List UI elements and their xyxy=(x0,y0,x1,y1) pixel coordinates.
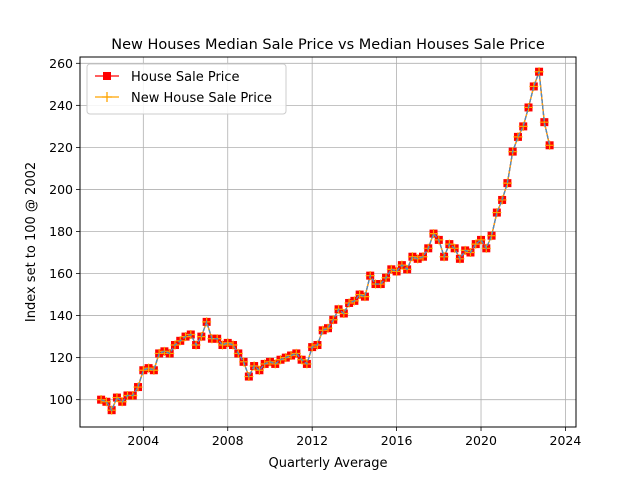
legend-label-house-sale-price: House Sale Price xyxy=(131,70,240,85)
data-point-new-house-sale-price xyxy=(471,239,481,249)
series-dashed-overlay xyxy=(100,71,551,412)
data-point-new-house-sale-price xyxy=(545,140,555,150)
data-point-new-house-sale-price xyxy=(254,365,264,375)
legend-marker-plus xyxy=(102,92,112,102)
y-tick-label: 200 xyxy=(49,182,73,197)
y-tick-label: 140 xyxy=(49,308,73,323)
data-point-new-house-sale-price xyxy=(392,266,402,276)
data-point-new-house-sale-price xyxy=(149,365,159,375)
y-tick-label: 160 xyxy=(49,266,73,281)
y-axis: 100 120 140 160 180 200 220 240 260 xyxy=(49,56,80,407)
y-axis-label: Index set to 100 @ 2002 xyxy=(24,162,39,322)
legend-entry-new-house-sale-price: New House Sale Price xyxy=(95,91,272,106)
data-point-new-house-sale-price xyxy=(529,81,539,91)
legend-label-new-house-sale-price: New House Sale Price xyxy=(131,91,272,106)
data-point-new-house-sale-price xyxy=(355,290,365,300)
series-layer xyxy=(96,67,555,415)
data-point-new-house-sale-price xyxy=(96,395,106,405)
x-tick-label: 2020 xyxy=(465,433,497,448)
data-point-new-house-sale-price xyxy=(144,363,154,373)
data-point-new-house-sale-price xyxy=(286,351,296,361)
y-tick-label: 120 xyxy=(49,350,73,365)
data-point-new-house-sale-price xyxy=(291,348,301,358)
x-tick-label: 2004 xyxy=(127,433,159,448)
x-axis: 2004 2008 2012 2016 2020 2024 xyxy=(127,427,581,448)
chart-title: New Houses Median Sale Price vs Median H… xyxy=(111,37,545,53)
data-point-new-house-sale-price xyxy=(112,393,122,403)
data-point-new-house-sale-price xyxy=(138,365,148,375)
data-point-new-house-sale-price xyxy=(223,338,233,348)
legend: House Sale Price New House Sale Price xyxy=(86,63,287,115)
data-point-new-house-sale-price xyxy=(217,340,227,350)
data-point-new-house-sale-price xyxy=(154,348,164,358)
data-point-new-house-sale-price xyxy=(318,325,328,335)
data-point-new-house-sale-price xyxy=(360,292,370,302)
data-point-new-house-sale-price xyxy=(487,231,497,241)
data-point-new-house-sale-price xyxy=(323,323,333,333)
x-tick-label: 2008 xyxy=(212,433,244,448)
data-point-new-house-sale-price xyxy=(228,340,238,350)
data-point-new-house-sale-price xyxy=(476,235,486,245)
legend-marker-square xyxy=(103,72,111,80)
data-point-new-house-sale-price xyxy=(518,121,528,131)
plot-frame xyxy=(79,56,577,428)
x-tick-label: 2012 xyxy=(296,433,328,448)
data-point-new-house-sale-price xyxy=(407,252,417,262)
y-tick-label: 240 xyxy=(49,98,73,113)
y-tick-label: 180 xyxy=(49,224,73,239)
data-point-new-house-sale-price xyxy=(133,382,143,392)
data-point-new-house-sale-price xyxy=(429,229,439,239)
x-tick-label: 2024 xyxy=(550,433,582,448)
data-point-new-house-sale-price xyxy=(513,132,523,142)
y-tick-label: 220 xyxy=(49,140,73,155)
legend-box xyxy=(86,63,287,115)
x-axis-label: Quarterly Average xyxy=(268,456,387,471)
grid xyxy=(80,57,576,427)
data-point-new-house-sale-price xyxy=(101,397,111,407)
legend-entry-house-sale-price: House Sale Price xyxy=(95,70,240,85)
y-tick-label: 260 xyxy=(49,56,73,71)
x-tick-label: 2016 xyxy=(381,433,413,448)
data-point-new-house-sale-price xyxy=(270,359,280,369)
y-tick-label: 100 xyxy=(49,392,73,407)
data-point-new-house-sale-price xyxy=(386,264,396,274)
